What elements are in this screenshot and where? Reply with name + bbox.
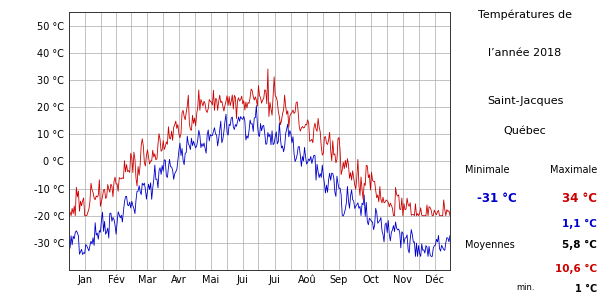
Text: Saint-Jacques: Saint-Jacques: [487, 96, 563, 106]
Text: Québec: Québec: [503, 126, 547, 136]
Text: Moyennes: Moyennes: [465, 240, 515, 250]
Text: -31 °C: -31 °C: [477, 192, 517, 205]
Text: 1,1 °C: 1,1 °C: [562, 219, 597, 229]
Text: Températures de: Températures de: [478, 9, 572, 20]
Text: min.: min.: [516, 284, 535, 292]
Text: 10,6 °C: 10,6 °C: [555, 264, 597, 274]
Text: l’année 2018: l’année 2018: [488, 48, 562, 58]
Text: 5,8 °C: 5,8 °C: [562, 240, 597, 250]
Text: Minimale: Minimale: [465, 165, 509, 175]
Text: 34 °C: 34 °C: [562, 192, 597, 205]
Text: 1 °C: 1 °C: [575, 284, 597, 293]
Text: Maximale: Maximale: [550, 165, 597, 175]
